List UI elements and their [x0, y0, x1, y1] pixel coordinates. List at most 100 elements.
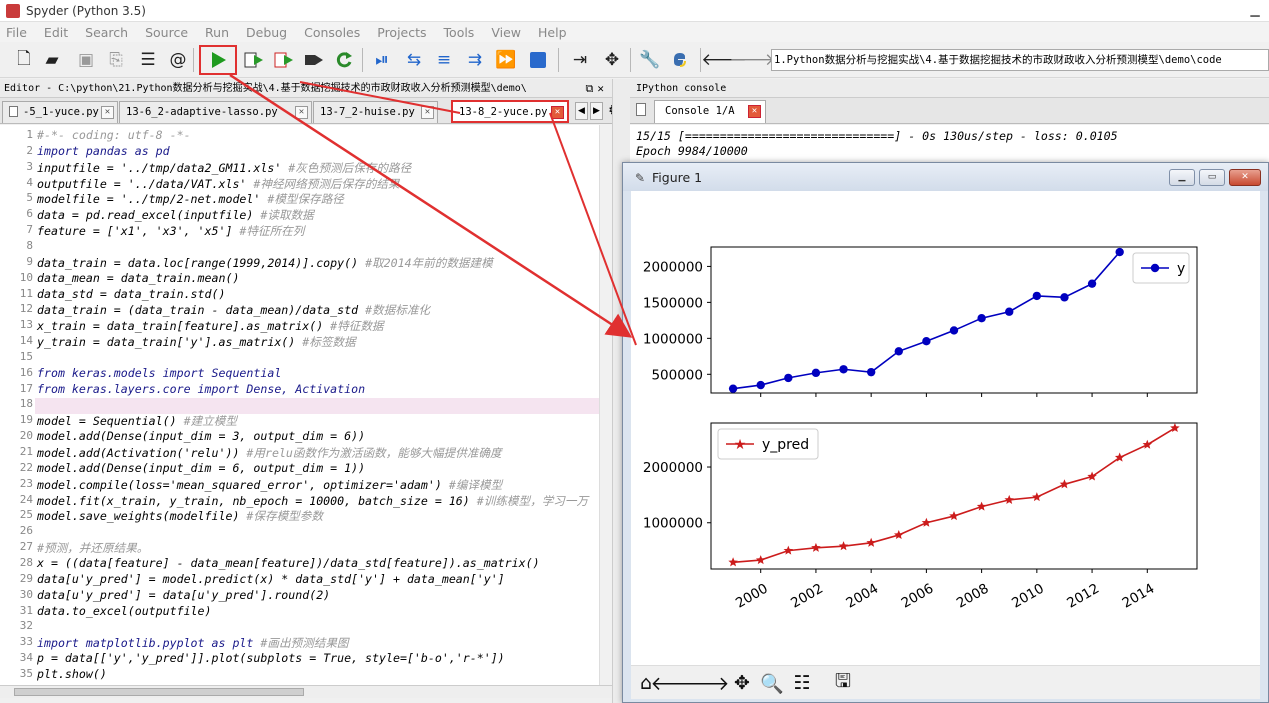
- maximize-pane-icon[interactable]: ⇥: [572, 50, 588, 70]
- home-icon[interactable]: ⌂: [639, 672, 653, 694]
- close-tab-icon[interactable]: ✕: [421, 106, 434, 119]
- x-tick-label: 2008: [954, 581, 992, 612]
- figure-minimize-button[interactable]: ▁: [1169, 169, 1195, 186]
- code-line: #预测，并还原结果。: [37, 541, 149, 556]
- run-selection-icon[interactable]: [302, 48, 326, 72]
- line-number-gutter: 1 2 3 4 5 6 7 8 9 10 11 12 13 14 15 16 17 18 19 20 21 22 23 24 2…: [0, 125, 35, 685]
- scrollbar-thumb[interactable]: [14, 688, 304, 696]
- forward-icon[interactable]: 🡒: [678, 672, 730, 695]
- window-title: Spyder (Python 3.5): [26, 3, 146, 18]
- data-point: [976, 501, 987, 511]
- line-number: 5: [26, 191, 33, 205]
- run-cell-advance-icon[interactable]: [272, 48, 296, 72]
- figure-canvas[interactable]: 500000 1000000 1500000 2000000 y 1000000 20000…: [631, 191, 1260, 665]
- working-directory-input[interactable]: 1.Python数据分析与挖掘实战\4.基于数据挖掘技术的市政财政收入分析预测模…: [771, 49, 1269, 71]
- menu-view[interactable]: View: [491, 24, 521, 40]
- outline-icon[interactable]: ☰: [140, 50, 156, 70]
- zoom-icon[interactable]: 🔍: [760, 672, 784, 695]
- code-line: data[u'y_pred'] = data[u'y_pred'].round(…: [37, 587, 331, 602]
- save-all-icon[interactable]: ⎘: [109, 50, 123, 70]
- data-point: [1114, 452, 1125, 462]
- close-tab-icon[interactable]: ✕: [295, 106, 308, 119]
- save-file-icon[interactable]: ▣: [77, 50, 95, 70]
- x-tick-label: 2006: [899, 581, 937, 612]
- file-icon: [636, 103, 646, 116]
- code-line: data_mean = data_train.mean(): [37, 270, 240, 285]
- fullscreen-icon[interactable]: ✥: [604, 50, 620, 70]
- editor-tab-1[interactable]: -5_1-yuce.py ✕: [2, 101, 118, 123]
- code-line: data_std = data_train.std(): [37, 286, 226, 301]
- menu-source[interactable]: Source: [145, 24, 189, 40]
- run-file-icon[interactable]: [199, 45, 237, 75]
- open-file-icon[interactable]: ▰: [45, 50, 59, 70]
- line-number: 23: [19, 476, 33, 490]
- save-figure-icon[interactable]: 🖫: [834, 670, 852, 692]
- back-arrow-icon[interactable]: 🡐: [701, 50, 747, 70]
- line-number: 20: [19, 429, 33, 443]
- editor-horizontal-scrollbar[interactable]: [0, 685, 612, 698]
- console-tab[interactable]: Console 1/A ✕: [654, 100, 766, 123]
- y-tick-label: 2000000: [643, 460, 703, 476]
- tab-scroll-right-icon[interactable]: ▶: [590, 102, 603, 120]
- step-into-icon[interactable]: ≡: [436, 50, 452, 70]
- x-tick-label: 2002: [788, 581, 826, 612]
- preferences-wrench-icon[interactable]: 🔧: [639, 50, 661, 70]
- forward-arrow-icon[interactable]: 🡒: [729, 50, 775, 70]
- step-icon[interactable]: ⇆: [406, 50, 422, 70]
- data-point: [1060, 293, 1069, 302]
- menu-search[interactable]: Search: [85, 24, 129, 40]
- pan-icon[interactable]: ✥: [734, 672, 750, 694]
- pane-buttons[interactable]: ⧉✕: [585, 82, 608, 95]
- code-editor[interactable]: 1 2 3 4 5 6 7 8 9 10 11 12 13 14 15 16 17 18 19 20 21 22 23 24 2…: [0, 125, 612, 685]
- line-number: 28: [19, 555, 33, 569]
- rerun-icon[interactable]: [332, 48, 356, 72]
- menu-edit[interactable]: Edit: [43, 24, 69, 40]
- subplots-config-icon[interactable]: ☷: [793, 672, 811, 694]
- data-point: [1142, 439, 1153, 449]
- line-number: 15: [19, 349, 33, 363]
- editor-tab-3[interactable]: 13-7_2-huise.py ✕: [313, 101, 438, 123]
- step-return-icon[interactable]: ⇉: [467, 50, 483, 70]
- at-icon[interactable]: @: [169, 50, 187, 70]
- figure-window: ✎ Figure 1 ▁ ▭ ✕ 500000 1000000 1500000 200…: [622, 162, 1269, 703]
- menu-help[interactable]: Help: [538, 24, 567, 40]
- menu-consoles[interactable]: Consoles: [304, 24, 361, 40]
- menu-debug[interactable]: Debug: [246, 24, 288, 40]
- line-number: 14: [19, 334, 33, 348]
- editor-vertical-scrollbar[interactable]: [599, 125, 612, 685]
- line-number: 10: [19, 270, 33, 284]
- menu-run[interactable]: Run: [205, 24, 229, 40]
- editor-tab-active[interactable]: 13-8_2-yuce.py ✕: [451, 100, 569, 123]
- back-icon[interactable]: 🡐: [650, 672, 702, 695]
- figure-close-button[interactable]: ✕: [1229, 169, 1261, 186]
- new-file-icon[interactable]: 🗋: [17, 48, 31, 69]
- code-line: y_train = data_train['y'].as_matrix() #标…: [37, 335, 356, 350]
- line-number: 12: [19, 302, 33, 316]
- figure-title-bar: ✎ Figure 1 ▁ ▭ ✕: [623, 163, 1268, 191]
- continue-icon[interactable]: ⏩: [495, 50, 517, 70]
- debug-icon[interactable]: ⏯: [375, 50, 389, 70]
- stop-debug-icon[interactable]: [526, 48, 550, 72]
- menu-projects[interactable]: Projects: [377, 24, 427, 40]
- editor-tab-2[interactable]: 13-6_2-adaptive-lasso.py ✕: [119, 101, 312, 123]
- run-cell-icon[interactable]: [242, 48, 266, 72]
- line-number: 27: [19, 540, 33, 554]
- code-line: model.fit(x_train, y_train, nb_epoch = 1…: [37, 493, 589, 508]
- code-line: import matplotlib.pyplot as plt #画出预测结果图: [37, 636, 349, 651]
- x-tick-label: 2000: [733, 581, 771, 612]
- close-tab-icon[interactable]: ✕: [101, 106, 114, 119]
- legend-label: y: [1177, 261, 1185, 277]
- python-path-icon[interactable]: [668, 48, 692, 72]
- close-tab-icon[interactable]: ✕: [551, 106, 564, 119]
- tab-scroll-left-icon[interactable]: ◀: [575, 102, 588, 120]
- menu-tools[interactable]: Tools: [443, 24, 475, 40]
- code-line: model.compile(loss='mean_squared_error',…: [37, 477, 503, 492]
- data-point: [1032, 291, 1042, 301]
- code-line: from keras.models import Sequential: [37, 365, 282, 380]
- menu-file[interactable]: File: [6, 24, 27, 40]
- data-point: [1087, 279, 1097, 288]
- figure-maximize-button[interactable]: ▭: [1199, 169, 1225, 186]
- minimize-button[interactable]: ▁: [1250, 3, 1260, 17]
- data-point: [1087, 471, 1097, 481]
- close-console-icon[interactable]: ✕: [748, 105, 761, 118]
